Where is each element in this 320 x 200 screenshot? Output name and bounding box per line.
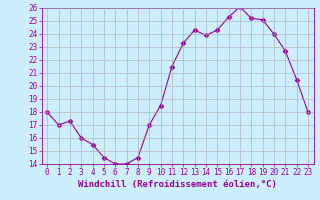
X-axis label: Windchill (Refroidissement éolien,°C): Windchill (Refroidissement éolien,°C) bbox=[78, 180, 277, 189]
